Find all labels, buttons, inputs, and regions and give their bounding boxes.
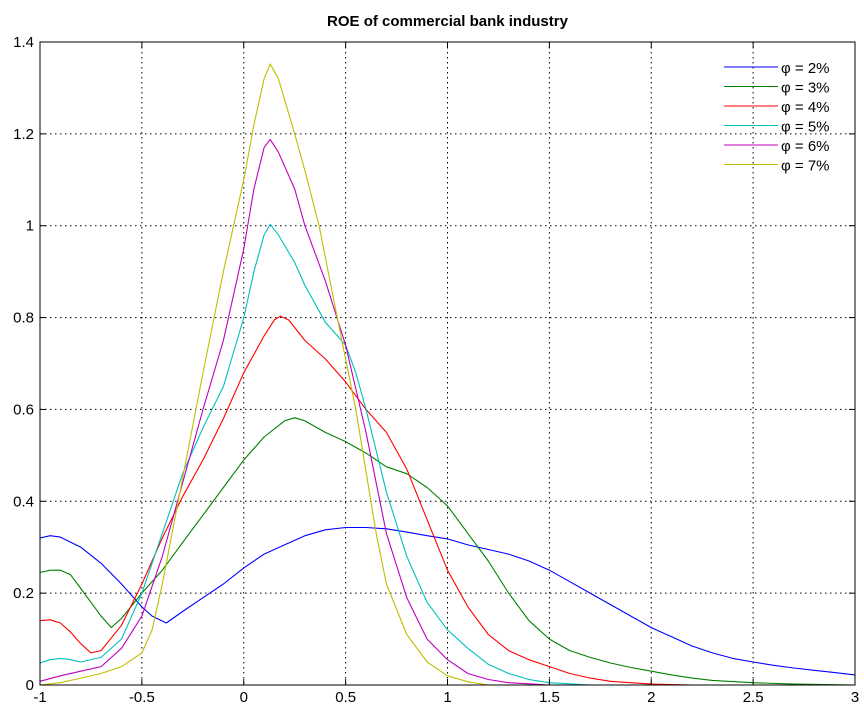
y-tick-label: 1.2 [13,126,34,143]
legend-entry: φ = 5% [781,119,830,136]
legend-entry: φ = 3% [781,80,830,97]
y-tick-label: 0 [26,677,34,694]
x-tick-label: 2 [647,689,655,706]
series-line [39,138,550,686]
series-line [39,223,591,686]
axis-ticks: -1 -0.5 0 0.5 1 1.5 2 2.5 3 0 0.2 0.4 0.6 0.8 1 1.2 1.4 [13,34,859,706]
series-line [39,417,856,686]
chart-title: ROE of commercial bank industry [327,13,569,30]
x-tick-label: 1.5 [539,689,560,706]
y-tick-label: 0.2 [13,585,34,602]
x-tick-label: 0.5 [335,689,356,706]
series-line [39,526,856,676]
x-tick-label: 2.5 [743,689,764,706]
x-tick-label: 3 [851,689,859,706]
y-tick-label: 1 [26,218,34,235]
legend-entry: φ = 2% [781,60,830,77]
series-lines [39,63,856,686]
series-line [39,315,693,686]
x-tick-label: 0 [240,689,248,706]
legend-entry: φ = 6% [781,138,830,155]
grid [40,42,855,685]
y-tick-label: 1.4 [13,34,34,51]
legend-entry: φ = 4% [781,99,830,116]
x-tick-label: -1 [33,689,46,706]
legend-entry: φ = 7% [781,158,830,175]
x-tick-label: 1 [443,689,451,706]
y-tick-label: 0.8 [13,310,34,327]
x-tick-label: -0.5 [129,689,155,706]
legend: φ = 2% φ = 3% φ = 4% φ = 5% φ = 6% φ = 7% [724,60,830,175]
y-tick-label: 0.4 [13,493,34,510]
y-tick-label: 0.6 [13,401,34,418]
series-line [39,63,489,686]
